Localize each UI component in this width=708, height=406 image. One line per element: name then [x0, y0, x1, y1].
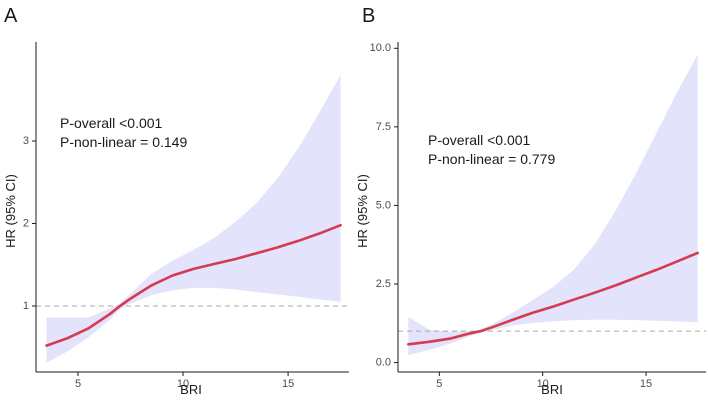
panel-b: B 0.0 2.5 5.0 7.5 10.0 5 10 15 BRI HR [355, 5, 706, 397]
panel-b-ci-band [408, 54, 698, 355]
panel-a-x-tick-label: 10 [177, 378, 189, 390]
panel-a-y-tick-label: 2 [23, 217, 29, 229]
panel-b-y-tick-label: 2.5 [376, 278, 391, 290]
panel-a-x-ticks: 5 10 15 [75, 372, 294, 390]
panel-b-y-axis-title: HR (95% CI) [355, 174, 370, 248]
panel-b-x-tick-label: 15 [640, 378, 652, 390]
panel-a-y-tick-label: 1 [23, 300, 29, 312]
panel-b-p-overall: P-overall <0.001 [428, 132, 531, 148]
panel-a: A 1 2 3 5 10 15 BRI HR (95% CI) P-overal… [3, 5, 349, 397]
panel-a-x-tick-label: 5 [75, 378, 81, 390]
panel-a-p-nonlinear: P-non-linear = 0.149 [60, 134, 187, 150]
panel-a-y-ticks: 1 2 3 [23, 135, 36, 312]
panel-b-y-tick-label: 0.0 [376, 356, 391, 368]
panel-b-x-tick-label: 10 [537, 378, 549, 390]
panel-b-y-ticks: 0.0 2.5 5.0 7.5 10.0 [370, 42, 398, 368]
panel-b-hr-curve [407, 251, 699, 346]
panel-a-x-axis-title: BRI [180, 382, 202, 397]
panel-a-letter: A [4, 5, 18, 27]
panel-b-x-tick-label: 5 [436, 378, 442, 390]
panel-b-letter: B [362, 5, 375, 27]
panel-b-y-tick-label: 7.5 [376, 121, 391, 133]
panel-b-x-ticks: 5 10 15 [436, 372, 652, 390]
panel-b-y-tick-label: 5.0 [376, 199, 391, 211]
panel-b-x-axis-title: BRI [541, 382, 563, 397]
panel-b-p-nonlinear: P-non-linear = 0.779 [428, 151, 555, 167]
panel-a-ci-band [46, 75, 341, 363]
panel-a-x-tick-label: 15 [282, 378, 294, 390]
panel-a-y-axis-title: HR (95% CI) [3, 174, 18, 248]
panel-a-hr-curve [45, 223, 342, 347]
panel-a-p-overall: P-overall <0.001 [60, 115, 163, 131]
panel-b-y-tick-label: 10.0 [370, 42, 391, 54]
panel-a-y-tick-label: 3 [23, 135, 29, 147]
